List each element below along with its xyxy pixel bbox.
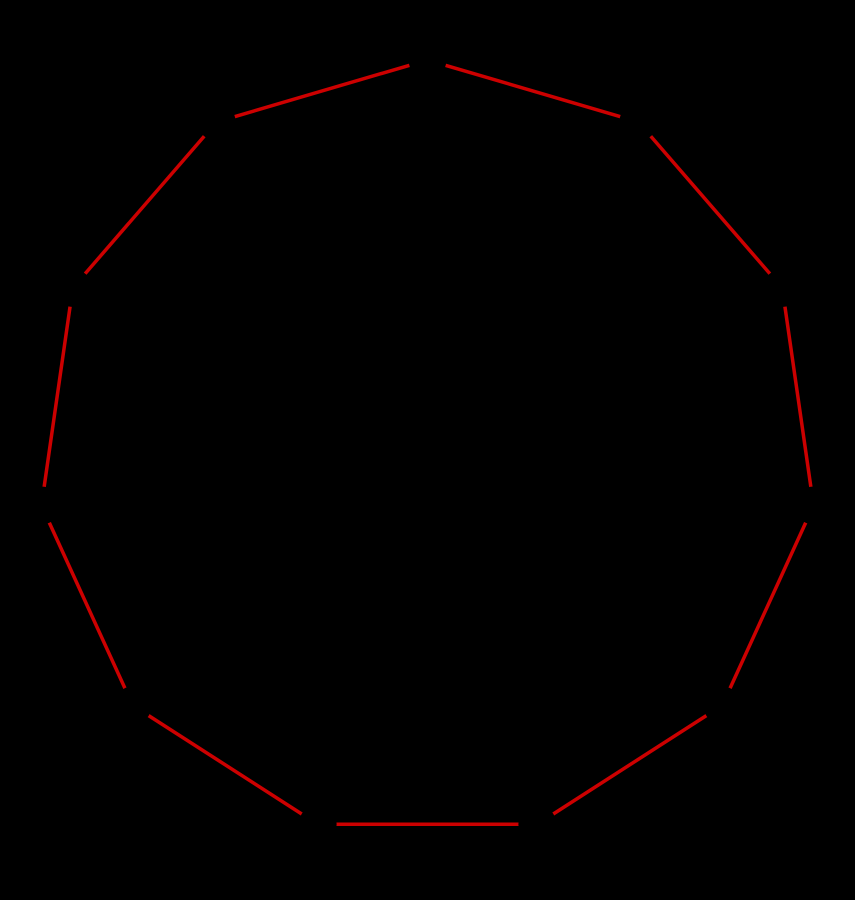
polygon-vertex bbox=[763, 269, 801, 307]
polygon-vertex bbox=[795, 487, 833, 525]
polygon-vertex bbox=[114, 686, 152, 724]
polygon-vertex bbox=[703, 686, 741, 724]
background bbox=[0, 0, 855, 900]
hendecagon-diagram bbox=[0, 0, 855, 900]
polygon-vertex bbox=[409, 41, 447, 79]
polygon-vertex bbox=[22, 487, 60, 525]
polygon-vertex bbox=[54, 269, 92, 307]
polygon-vertex bbox=[299, 805, 337, 843]
polygon-vertex bbox=[518, 805, 556, 843]
polygon-vertex bbox=[198, 103, 236, 141]
polygon-vertex bbox=[619, 103, 657, 141]
